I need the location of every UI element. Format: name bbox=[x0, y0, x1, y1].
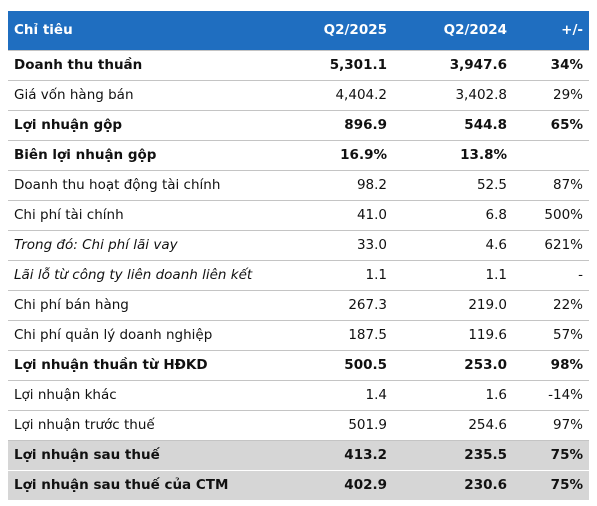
cell-q2-2024: 219.0 bbox=[393, 290, 513, 321]
cell-q2-2025: 402.9 bbox=[293, 470, 393, 501]
row-label: Doanh thu hoạt động tài chính bbox=[8, 170, 293, 201]
cell-q2-2025: 500.5 bbox=[293, 350, 393, 381]
cell-q2-2024: 3,402.8 bbox=[393, 80, 513, 111]
cell-q2-2024: 254.6 bbox=[393, 410, 513, 441]
table-header: Chỉ tiêu Q2/2025 Q2/2024 +/- bbox=[8, 11, 589, 51]
cell-q2-2024: 230.6 bbox=[393, 470, 513, 501]
table-row: Chi phí bán hàng 267.3 219.0 22% bbox=[8, 290, 589, 321]
cell-change: 22% bbox=[513, 290, 589, 321]
header-q2-2025: Q2/2025 bbox=[293, 11, 393, 51]
cell-q2-2024: 235.5 bbox=[393, 440, 513, 471]
table-row: Chi phí quản lý doanh nghiệp 187.5 119.6 57… bbox=[8, 320, 589, 351]
cell-q2-2025: 4,404.2 bbox=[293, 80, 393, 111]
cell-q2-2024: 6.8 bbox=[393, 200, 513, 231]
cell-q2-2025: 267.3 bbox=[293, 290, 393, 321]
row-label: Lãi lỗ từ công ty liên doanh liên kết bbox=[8, 260, 293, 291]
row-label: Chi phí tài chính bbox=[8, 200, 293, 231]
table-row: Lợi nhuận gộp 896.9 544.8 65% bbox=[8, 110, 589, 141]
row-label: Chi phí quản lý doanh nghiệp bbox=[8, 320, 293, 351]
cell-q2-2024: 119.6 bbox=[393, 320, 513, 351]
cell-change bbox=[513, 140, 589, 171]
cell-q2-2024: 544.8 bbox=[393, 110, 513, 141]
cell-q2-2024: 3,947.6 bbox=[393, 50, 513, 81]
header-row: Chỉ tiêu Q2/2025 Q2/2024 +/- bbox=[8, 11, 589, 51]
row-label: Trong đó: Chi phí lãi vay bbox=[8, 230, 293, 261]
row-label: Lợi nhuận thuần từ HĐKD bbox=[8, 350, 293, 381]
cell-change: 75% bbox=[513, 440, 589, 471]
cell-q2-2025: 187.5 bbox=[293, 320, 393, 351]
cell-q2-2024: 13.8% bbox=[393, 140, 513, 171]
cell-change: - bbox=[513, 260, 589, 291]
table-row: Chi phí tài chính 41.0 6.8 500% bbox=[8, 200, 589, 231]
cell-q2-2025: 16.9% bbox=[293, 140, 393, 171]
cell-change: 98% bbox=[513, 350, 589, 381]
table-row: Lợi nhuận trước thuế 501.9 254.6 97% bbox=[8, 410, 589, 441]
cell-change: 97% bbox=[513, 410, 589, 441]
cell-change: 621% bbox=[513, 230, 589, 261]
table-row: Biên lợi nhuận gộp 16.9% 13.8% bbox=[8, 140, 589, 171]
cell-change: 87% bbox=[513, 170, 589, 201]
cell-q2-2025: 41.0 bbox=[293, 200, 393, 231]
table-row: Doanh thu thuần 5,301.1 3,947.6 34% bbox=[8, 50, 589, 81]
table-row: Lợi nhuận sau thuế của CTM 402.9 230.6 75% bbox=[8, 470, 589, 501]
header-change: +/- bbox=[513, 11, 589, 51]
cell-change: 29% bbox=[513, 80, 589, 111]
cell-q2-2024: 253.0 bbox=[393, 350, 513, 381]
row-label: Lợi nhuận sau thuế của CTM bbox=[8, 470, 293, 501]
cell-q2-2024: 52.5 bbox=[393, 170, 513, 201]
cell-q2-2025: 1.4 bbox=[293, 380, 393, 411]
header-q2-2024: Q2/2024 bbox=[393, 11, 513, 51]
cell-q2-2025: 98.2 bbox=[293, 170, 393, 201]
table-row: Lãi lỗ từ công ty liên doanh liên kết 1.1… bbox=[8, 260, 589, 291]
table-row: Giá vốn hàng bán 4,404.2 3,402.8 29% bbox=[8, 80, 589, 111]
cell-change: 65% bbox=[513, 110, 589, 141]
cell-q2-2025: 1.1 bbox=[293, 260, 393, 291]
cell-change: 57% bbox=[513, 320, 589, 351]
cell-change: 34% bbox=[513, 50, 589, 81]
table-body: Doanh thu thuần 5,301.1 3,947.6 34% Giá vốn … bbox=[8, 50, 589, 501]
cell-q2-2025: 501.9 bbox=[293, 410, 393, 441]
cell-q2-2024: 1.1 bbox=[393, 260, 513, 291]
row-label: Giá vốn hàng bán bbox=[8, 80, 293, 111]
cell-q2-2025: 896.9 bbox=[293, 110, 393, 141]
table-row: Lợi nhuận sau thuế 413.2 235.5 75% bbox=[8, 440, 589, 471]
row-label: Doanh thu thuần bbox=[8, 50, 293, 81]
cell-q2-2025: 33.0 bbox=[293, 230, 393, 261]
cell-change: 75% bbox=[513, 470, 589, 501]
cell-q2-2025: 413.2 bbox=[293, 440, 393, 471]
row-label: Lợi nhuận trước thuế bbox=[8, 410, 293, 441]
cell-q2-2024: 1.6 bbox=[393, 380, 513, 411]
table-row: Lợi nhuận khác 1.4 1.6 -14% bbox=[8, 380, 589, 411]
table-row: Doanh thu hoạt động tài chính 98.2 52.5 87% bbox=[8, 170, 589, 201]
row-label: Lợi nhuận gộp bbox=[8, 110, 293, 141]
cell-q2-2024: 4.6 bbox=[393, 230, 513, 261]
table-row: Lợi nhuận thuần từ HĐKD 500.5 253.0 98% bbox=[8, 350, 589, 381]
cell-change: 500% bbox=[513, 200, 589, 231]
cell-change: -14% bbox=[513, 380, 589, 411]
row-label: Chi phí bán hàng bbox=[8, 290, 293, 321]
row-label: Biên lợi nhuận gộp bbox=[8, 140, 293, 171]
table-row: Trong đó: Chi phí lãi vay 33.0 4.6 621% bbox=[8, 230, 589, 261]
row-label: Lợi nhuận khác bbox=[8, 380, 293, 411]
row-label: Lợi nhuận sau thuế bbox=[8, 440, 293, 471]
cell-q2-2025: 5,301.1 bbox=[293, 50, 393, 81]
financial-table: Chỉ tiêu Q2/2025 Q2/2024 +/- Doanh thu t… bbox=[8, 11, 589, 501]
header-indicator: Chỉ tiêu bbox=[8, 11, 293, 51]
